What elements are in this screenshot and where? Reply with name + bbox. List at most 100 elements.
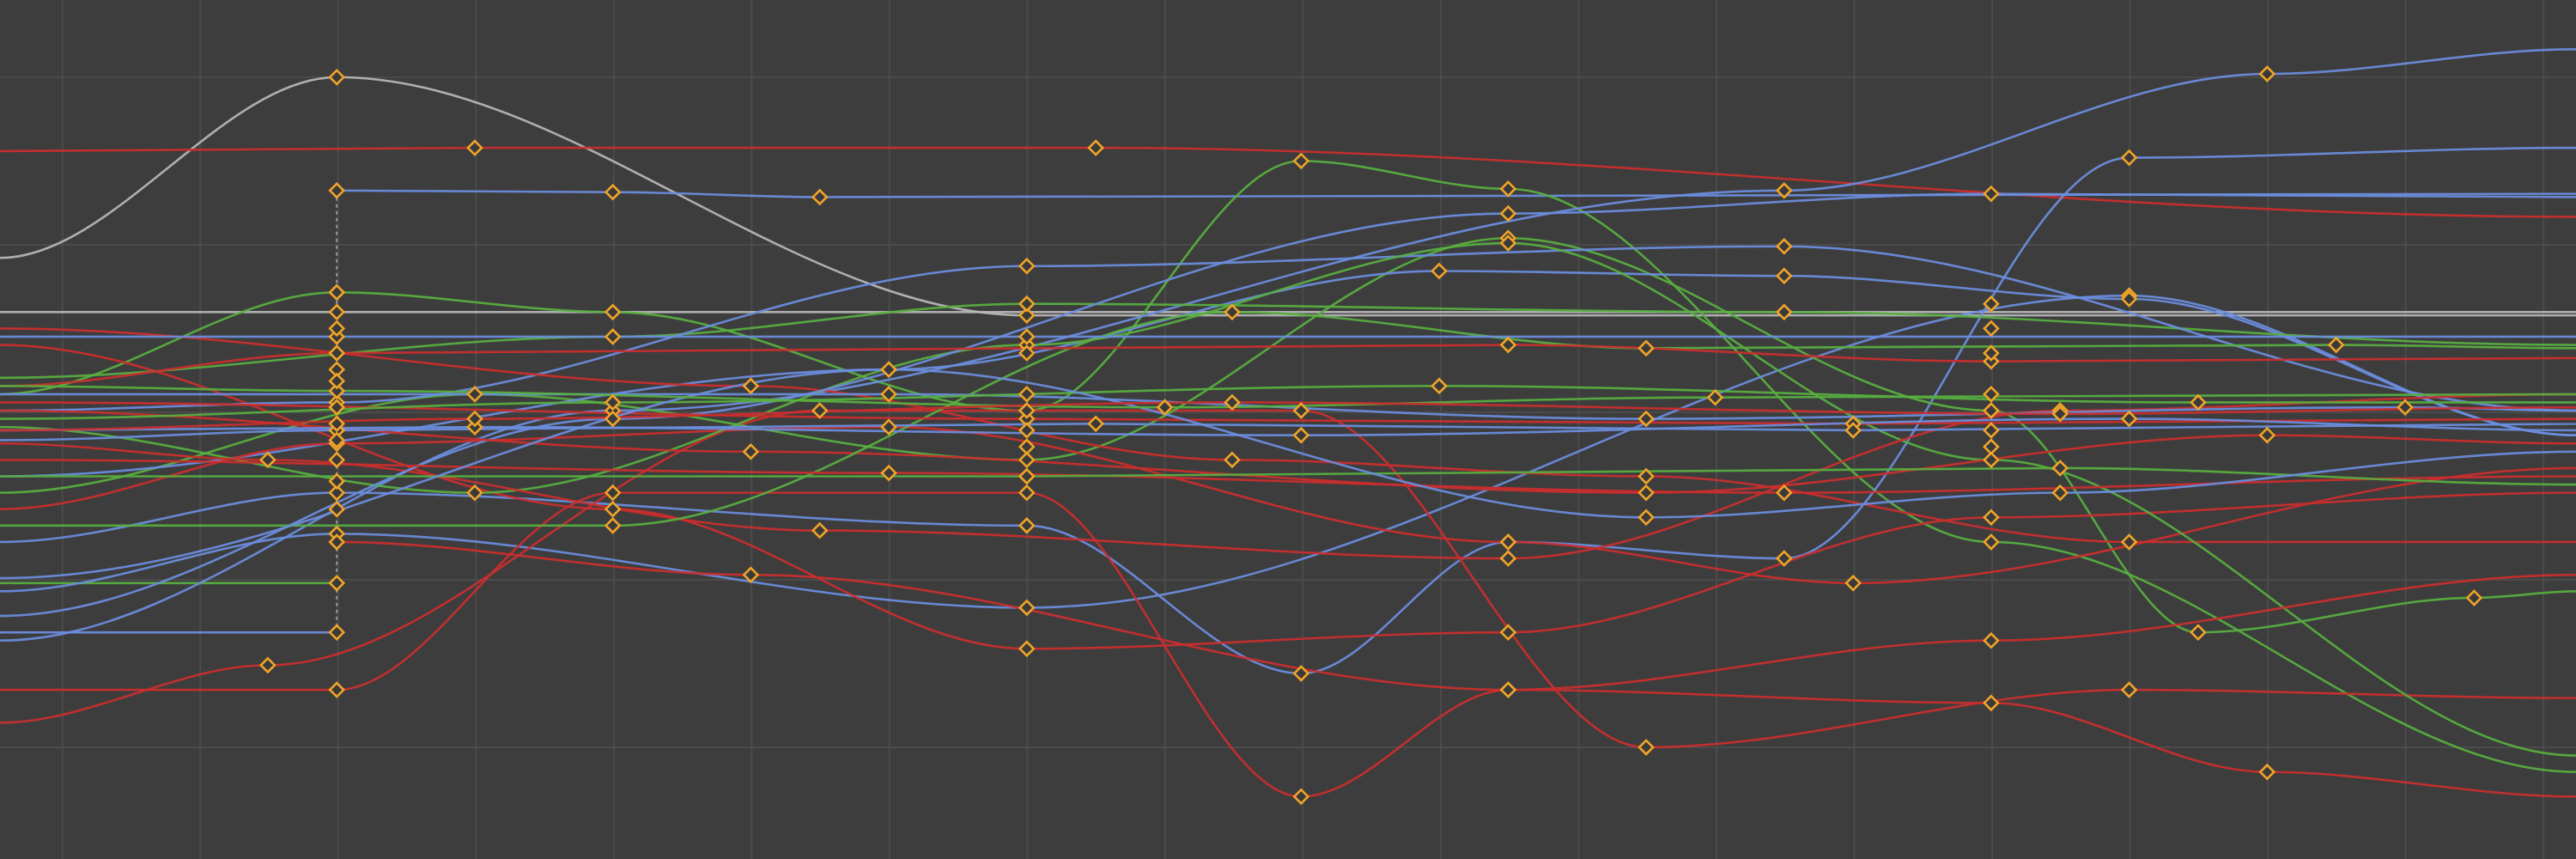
keyframe[interactable]	[1018, 386, 1036, 403]
keyframe[interactable]	[1706, 388, 1724, 406]
keyframe[interactable]	[466, 484, 483, 502]
keyframe[interactable]	[2190, 393, 2207, 411]
keyframe[interactable]	[1292, 788, 1310, 806]
keyframe[interactable]	[880, 386, 897, 403]
keyframe[interactable]	[328, 431, 346, 449]
keyframe[interactable]	[328, 69, 346, 86]
keyframe[interactable]	[1431, 262, 1448, 280]
keyframe[interactable]	[1499, 681, 1517, 698]
keyframe[interactable]	[1292, 665, 1310, 682]
keyframe[interactable]	[1775, 237, 1793, 255]
keyframe[interactable]	[328, 681, 346, 698]
keyframe[interactable]	[1983, 185, 2000, 203]
keyframe[interactable]	[604, 393, 622, 411]
keyframe[interactable]	[1018, 422, 1036, 439]
keyframe[interactable]	[1637, 509, 1655, 527]
keyframe[interactable]	[328, 472, 346, 490]
keyframe[interactable]	[1637, 484, 1655, 502]
keyframe[interactable]	[604, 410, 622, 428]
keyframe[interactable]	[1983, 295, 2000, 313]
keyframe[interactable]	[1018, 599, 1036, 617]
keyframe[interactable]	[1292, 152, 1310, 170]
keyframe[interactable]	[742, 377, 760, 395]
keyframe[interactable]	[1775, 303, 1793, 321]
keyframe[interactable]	[466, 410, 483, 428]
keyframe[interactable]	[1844, 574, 1862, 592]
keyframe[interactable]	[2327, 336, 2345, 354]
keyframe[interactable]	[2120, 681, 2138, 698]
keyframe[interactable]	[2465, 589, 2483, 606]
keyframe[interactable]	[1983, 694, 2000, 712]
keyframe[interactable]	[880, 361, 897, 379]
keyframe[interactable]	[328, 624, 346, 641]
keyframe[interactable]	[1224, 451, 1241, 469]
keyframe[interactable]	[1499, 235, 1517, 252]
keyframe[interactable]	[1018, 484, 1036, 502]
keyframe[interactable]	[328, 533, 346, 551]
keyframe[interactable]	[328, 484, 346, 502]
keyframe[interactable]	[1499, 550, 1517, 567]
keyframe[interactable]	[328, 382, 346, 399]
keyframe[interactable]	[742, 566, 760, 584]
keyframe[interactable]	[2258, 763, 2276, 781]
keyframe[interactable]	[1292, 426, 1310, 444]
keyframe[interactable]	[1499, 336, 1517, 354]
keyframe[interactable]	[2120, 290, 2138, 308]
keyframe[interactable]	[1983, 320, 2000, 338]
keyframe[interactable]	[604, 303, 622, 321]
keyframe[interactable]	[1224, 393, 1241, 411]
keyframe[interactable]	[2120, 533, 2138, 551]
keyframe[interactable]	[2051, 460, 2069, 477]
keyframe[interactable]	[1018, 344, 1036, 362]
keyframe[interactable]	[1018, 438, 1036, 455]
keyframe[interactable]	[2258, 426, 2276, 444]
keyframe[interactable]	[328, 415, 346, 433]
keyframe[interactable]	[1637, 410, 1655, 428]
keyframe[interactable]	[1775, 484, 1793, 502]
keyframe[interactable]	[2258, 65, 2276, 82]
keyframe[interactable]	[328, 344, 346, 362]
keyframe[interactable]	[328, 574, 346, 592]
keyframe[interactable]	[811, 402, 829, 419]
keyframe[interactable]	[466, 139, 483, 156]
keyframe[interactable]	[880, 464, 897, 482]
keyframe[interactable]	[1018, 467, 1036, 485]
keyframe[interactable]	[604, 517, 622, 534]
keyframe[interactable]	[1637, 339, 1655, 357]
keyframe[interactable]	[1637, 467, 1655, 485]
keyframe[interactable]	[328, 320, 346, 338]
keyframe[interactable]	[1018, 451, 1036, 469]
keyframe[interactable]	[328, 181, 346, 199]
keyframe[interactable]	[604, 500, 622, 518]
keyframe[interactable]	[811, 521, 829, 539]
keyframe[interactable]	[1018, 328, 1036, 345]
keyframe[interactable]	[2051, 484, 2069, 502]
keyframe[interactable]	[742, 442, 760, 460]
keyframe[interactable]	[880, 418, 897, 436]
keyframe[interactable]	[1499, 624, 1517, 641]
keyframe[interactable]	[1018, 517, 1036, 534]
keyframe[interactable]	[1499, 204, 1517, 222]
keyframe[interactable]	[328, 283, 346, 302]
keyframe[interactable]	[1499, 180, 1517, 198]
keyframe[interactable]	[1087, 139, 1104, 156]
keyframe[interactable]	[811, 188, 829, 206]
keyframe[interactable]	[466, 386, 483, 403]
keyframe[interactable]	[1983, 386, 2000, 403]
keyframe[interactable]	[328, 451, 346, 469]
keyframe[interactable]	[1224, 303, 1241, 321]
keyframe[interactable]	[604, 183, 622, 201]
keyframe[interactable]	[1983, 422, 2000, 439]
keyframe[interactable]	[1637, 739, 1655, 756]
keyframe[interactable]	[1775, 267, 1793, 285]
keyframe[interactable]	[1775, 550, 1793, 567]
keyframe[interactable]	[259, 656, 276, 674]
keyframe[interactable]	[2397, 399, 2414, 417]
keyframe[interactable]	[1983, 344, 2000, 362]
keyframe[interactable]	[1156, 399, 1174, 417]
keyframe[interactable]	[1499, 533, 1517, 551]
keyframe[interactable]	[1983, 438, 2000, 455]
keyframe[interactable]	[2120, 410, 2138, 428]
keyframe[interactable]	[1087, 415, 1104, 433]
keyframe[interactable]	[1018, 257, 1036, 275]
